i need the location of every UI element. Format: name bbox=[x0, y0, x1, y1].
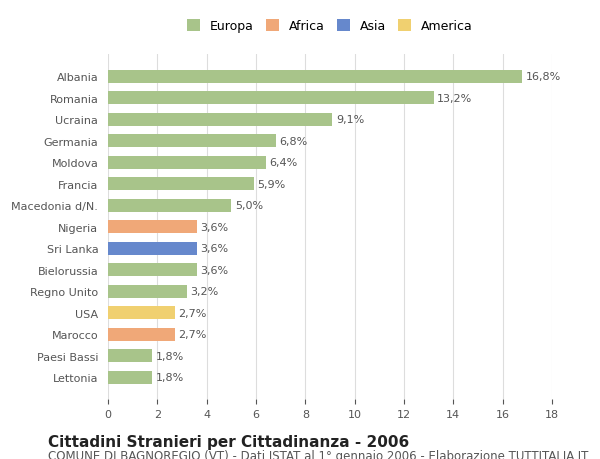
Bar bbox=[108, 242, 197, 255]
Text: 13,2%: 13,2% bbox=[437, 94, 473, 104]
Bar bbox=[108, 328, 175, 341]
Text: 16,8%: 16,8% bbox=[526, 72, 562, 82]
Bar bbox=[108, 307, 175, 319]
Bar bbox=[108, 113, 332, 127]
Legend: Europa, Africa, Asia, America: Europa, Africa, Asia, America bbox=[184, 17, 476, 37]
Bar bbox=[108, 178, 254, 191]
Bar bbox=[108, 371, 152, 384]
Bar bbox=[108, 349, 152, 362]
Bar bbox=[108, 263, 197, 276]
Text: 5,9%: 5,9% bbox=[257, 179, 286, 189]
Bar bbox=[108, 221, 197, 234]
Text: 2,7%: 2,7% bbox=[178, 330, 206, 339]
Text: 9,1%: 9,1% bbox=[336, 115, 364, 125]
Bar bbox=[108, 157, 266, 169]
Text: 3,6%: 3,6% bbox=[200, 222, 229, 232]
Text: 3,6%: 3,6% bbox=[200, 244, 229, 254]
Text: 3,6%: 3,6% bbox=[200, 265, 229, 275]
Bar bbox=[108, 71, 523, 84]
Text: 1,8%: 1,8% bbox=[156, 351, 184, 361]
Bar bbox=[108, 92, 434, 105]
Text: COMUNE DI BAGNOREGIO (VT) - Dati ISTAT al 1° gennaio 2006 - Elaborazione TUTTITA: COMUNE DI BAGNOREGIO (VT) - Dati ISTAT a… bbox=[48, 449, 589, 459]
Text: 6,4%: 6,4% bbox=[269, 158, 298, 168]
Text: 1,8%: 1,8% bbox=[156, 372, 184, 382]
Text: Cittadini Stranieri per Cittadinanza - 2006: Cittadini Stranieri per Cittadinanza - 2… bbox=[48, 434, 409, 449]
Bar bbox=[108, 285, 187, 298]
Text: 6,8%: 6,8% bbox=[280, 136, 308, 146]
Bar bbox=[108, 135, 276, 148]
Bar bbox=[108, 199, 232, 212]
Text: 5,0%: 5,0% bbox=[235, 201, 263, 211]
Text: 3,2%: 3,2% bbox=[191, 286, 219, 297]
Text: 2,7%: 2,7% bbox=[178, 308, 206, 318]
